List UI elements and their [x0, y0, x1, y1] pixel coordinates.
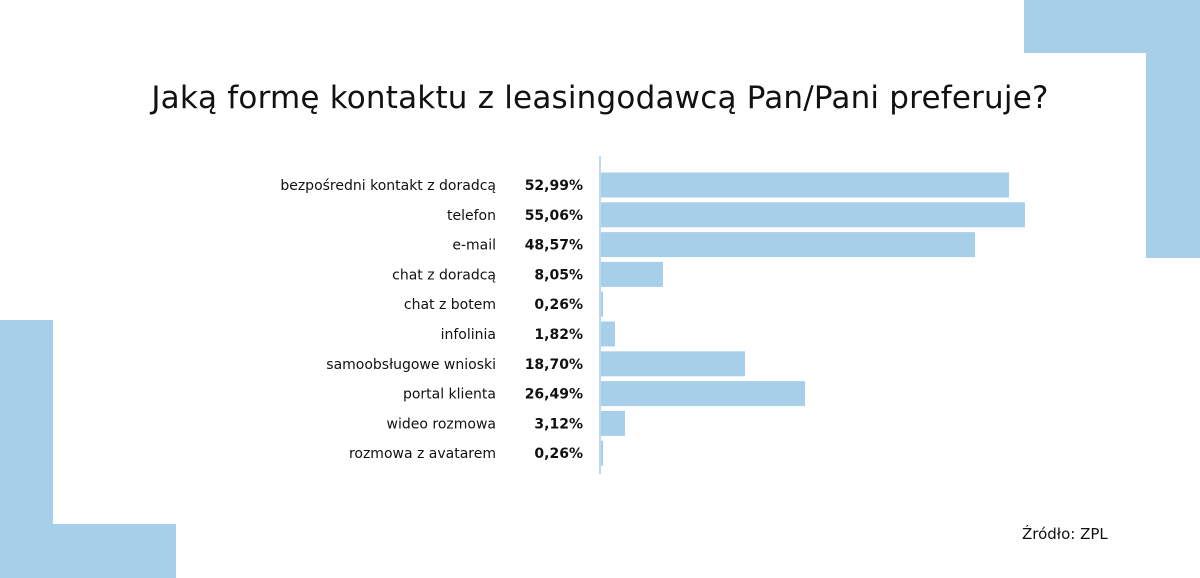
bar: [601, 440, 604, 466]
category-label: wideo rozmowa: [387, 416, 496, 432]
bar: [601, 351, 746, 377]
value-label: 0,26%: [534, 446, 583, 462]
value-label: 3,12%: [534, 416, 583, 432]
bar: [601, 202, 1025, 228]
value-label: 8,05%: [534, 267, 583, 283]
category-label: telefon: [447, 208, 496, 224]
category-label: chat z doradcą: [392, 267, 496, 283]
bar: [601, 172, 1010, 198]
category-label: bezpośredni kontakt z doradcą: [280, 178, 496, 194]
bar: [601, 232, 976, 258]
chart-title: Jaką formę kontaktu z leasingodawcą Pan/…: [151, 80, 1049, 116]
bar: [601, 381, 805, 407]
category-label: infolinia: [441, 327, 496, 343]
category-label: samoobsługowe wnioski: [326, 357, 496, 373]
value-label: 55,06%: [525, 208, 583, 224]
source-note: Źródło: ZPL: [1022, 525, 1108, 543]
value-label: 1,82%: [534, 327, 583, 343]
bar: [601, 410, 626, 436]
value-label: 18,70%: [525, 357, 583, 373]
value-label: 26,49%: [525, 387, 583, 403]
decor-block-bottom-left-b: [0, 524, 176, 578]
value-label: 0,26%: [534, 297, 583, 313]
decor-block-top-right-b: [1146, 0, 1200, 258]
value-label: 48,57%: [525, 238, 583, 254]
bar: [601, 261, 663, 287]
bar: [601, 321, 616, 347]
bar: [601, 291, 604, 317]
category-label: portal klienta: [403, 387, 496, 403]
category-label: chat z botem: [404, 297, 496, 313]
category-label: rozmowa z avatarem: [349, 446, 496, 462]
category-label: e-mail: [452, 238, 496, 254]
value-label: 52,99%: [525, 178, 583, 194]
